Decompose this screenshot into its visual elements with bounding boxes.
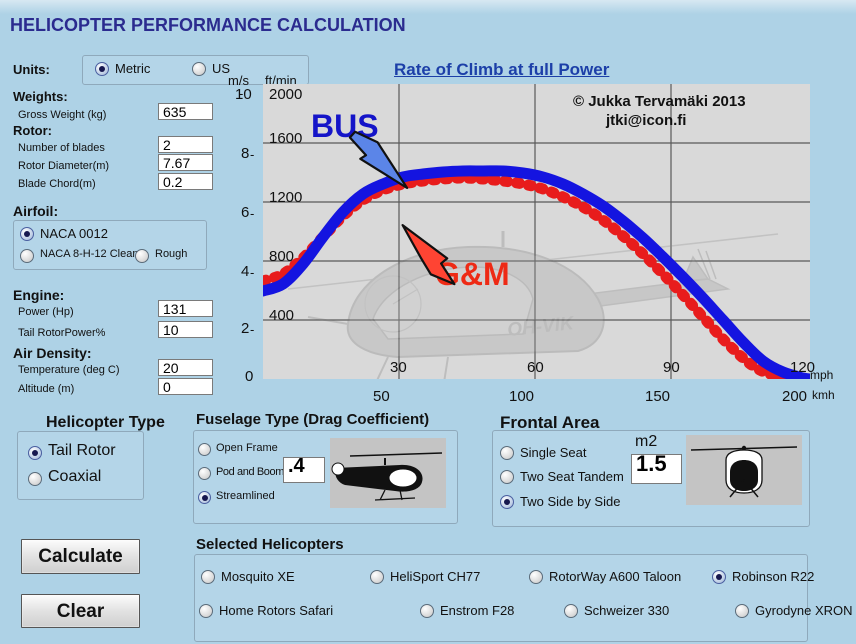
svg-text:© Jukka Tervamäki 2013: © Jukka Tervamäki 2013 [573,93,746,110]
svg-text:jtki@icon.fi: jtki@icon.fi [605,112,686,129]
